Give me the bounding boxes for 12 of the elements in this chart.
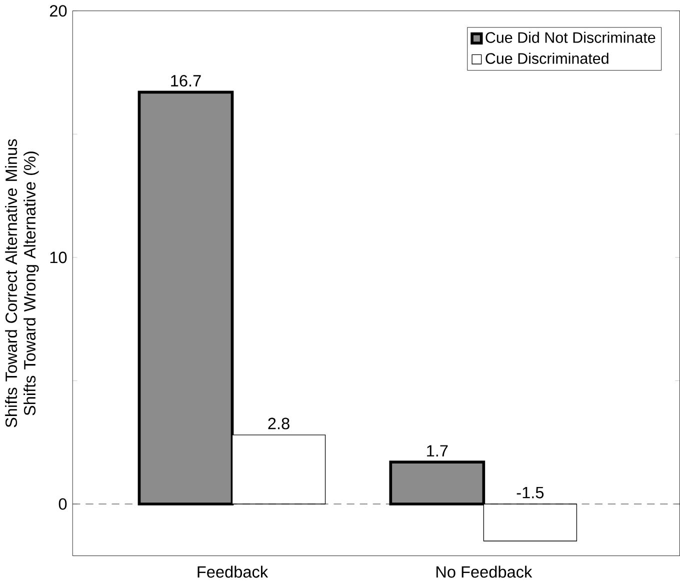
x-tick-label: No Feedback: [436, 566, 532, 578]
y-tick-label: 10: [50, 252, 67, 264]
legend-label: Cue Did Not Discriminate: [486, 32, 656, 44]
y-tick-label: 20: [50, 5, 67, 17]
legend-label: Cue Discriminated: [486, 52, 608, 64]
x-tick-label: Feedback: [198, 566, 268, 578]
data-label: -1.5: [516, 487, 544, 498]
y-axis-title: Shifts Toward Correct Alternative Minus Shifts Toward Wrong Alternative (%): [5, 139, 39, 428]
data-label: 2.8: [268, 418, 290, 430]
data-label: 1.7: [427, 445, 448, 457]
data-label: 16.7: [171, 75, 201, 87]
y-tick-label: 0: [58, 498, 67, 510]
